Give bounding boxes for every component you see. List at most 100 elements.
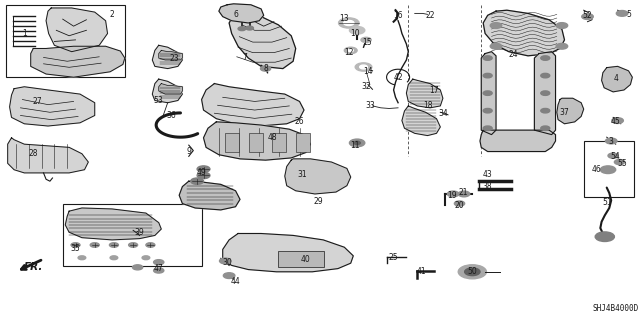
Circle shape bbox=[616, 11, 628, 16]
Text: 36: 36 bbox=[166, 111, 177, 120]
Text: 24: 24 bbox=[508, 50, 518, 59]
Polygon shape bbox=[159, 50, 182, 60]
Circle shape bbox=[78, 256, 86, 260]
Circle shape bbox=[458, 191, 470, 197]
Text: 26: 26 bbox=[294, 117, 305, 126]
Circle shape bbox=[595, 232, 614, 241]
Circle shape bbox=[197, 166, 210, 172]
Circle shape bbox=[556, 43, 568, 49]
Text: 3: 3 bbox=[609, 137, 614, 146]
Circle shape bbox=[154, 260, 164, 265]
Text: 47: 47 bbox=[154, 264, 164, 273]
Bar bbox=[6, 5, 125, 77]
Circle shape bbox=[132, 265, 143, 270]
Polygon shape bbox=[285, 159, 351, 194]
Polygon shape bbox=[229, 11, 296, 69]
Circle shape bbox=[483, 73, 492, 78]
Circle shape bbox=[483, 108, 492, 113]
Text: 37: 37 bbox=[559, 108, 570, 117]
Polygon shape bbox=[46, 8, 108, 52]
Circle shape bbox=[458, 265, 486, 279]
Circle shape bbox=[154, 268, 164, 273]
Circle shape bbox=[541, 91, 550, 95]
Polygon shape bbox=[534, 52, 556, 135]
Text: 13: 13 bbox=[339, 14, 349, 23]
Text: 49: 49 bbox=[196, 168, 207, 177]
Text: 1: 1 bbox=[22, 29, 27, 38]
Circle shape bbox=[447, 191, 459, 197]
Circle shape bbox=[490, 43, 502, 49]
Polygon shape bbox=[179, 181, 240, 210]
Polygon shape bbox=[602, 66, 632, 92]
Text: 31: 31 bbox=[297, 170, 307, 179]
Polygon shape bbox=[219, 4, 264, 23]
Polygon shape bbox=[8, 138, 88, 173]
Circle shape bbox=[142, 256, 150, 260]
Text: 6: 6 bbox=[233, 10, 238, 19]
Text: 46: 46 bbox=[591, 165, 602, 174]
Circle shape bbox=[348, 49, 353, 52]
Text: 27: 27 bbox=[32, 97, 42, 106]
Circle shape bbox=[600, 166, 616, 174]
Text: 51: 51 bbox=[602, 198, 612, 207]
Text: 17: 17 bbox=[429, 86, 439, 95]
Bar bbox=[63, 204, 202, 266]
Text: 28: 28 bbox=[29, 149, 38, 158]
Text: 8: 8 bbox=[263, 64, 268, 73]
Polygon shape bbox=[10, 87, 95, 126]
Text: 50: 50 bbox=[467, 267, 477, 276]
Polygon shape bbox=[557, 98, 584, 124]
Circle shape bbox=[339, 18, 359, 28]
Text: 29: 29 bbox=[314, 197, 324, 206]
Text: 43: 43 bbox=[483, 170, 493, 179]
Bar bbox=[249, 133, 263, 152]
Text: 38: 38 bbox=[483, 182, 493, 191]
Text: 48: 48 bbox=[267, 133, 277, 142]
Circle shape bbox=[349, 139, 365, 147]
Text: 12: 12 bbox=[344, 48, 353, 57]
Circle shape bbox=[197, 172, 210, 179]
Text: 44: 44 bbox=[230, 277, 241, 286]
Text: FR.: FR. bbox=[24, 262, 43, 272]
Circle shape bbox=[355, 63, 372, 71]
Text: 35: 35 bbox=[70, 244, 81, 253]
Circle shape bbox=[556, 23, 568, 28]
Circle shape bbox=[490, 23, 502, 28]
Polygon shape bbox=[204, 122, 310, 160]
Polygon shape bbox=[480, 130, 556, 152]
Circle shape bbox=[541, 73, 550, 78]
Circle shape bbox=[483, 91, 492, 95]
Text: 7: 7 bbox=[242, 53, 247, 62]
Circle shape bbox=[541, 126, 550, 130]
Circle shape bbox=[109, 243, 118, 247]
Text: SHJ4B4000D: SHJ4B4000D bbox=[593, 304, 639, 313]
Polygon shape bbox=[483, 10, 564, 56]
Circle shape bbox=[238, 27, 246, 31]
Polygon shape bbox=[481, 52, 496, 135]
Text: 10: 10 bbox=[350, 29, 360, 38]
Text: 20: 20 bbox=[454, 201, 465, 210]
Bar bbox=[584, 141, 634, 197]
Text: 5: 5 bbox=[626, 10, 631, 19]
Circle shape bbox=[541, 108, 550, 113]
Polygon shape bbox=[65, 208, 161, 240]
Circle shape bbox=[223, 273, 235, 278]
Circle shape bbox=[454, 201, 465, 206]
Circle shape bbox=[608, 153, 618, 158]
Circle shape bbox=[465, 268, 480, 276]
Circle shape bbox=[71, 243, 80, 247]
Text: 30: 30 bbox=[222, 258, 232, 267]
Text: 32: 32 bbox=[361, 82, 371, 91]
Circle shape bbox=[129, 243, 138, 247]
Circle shape bbox=[354, 141, 360, 145]
Text: 9: 9 bbox=[186, 147, 191, 156]
Text: 2: 2 bbox=[109, 10, 115, 19]
Bar bbox=[278, 251, 324, 267]
Circle shape bbox=[110, 256, 118, 260]
Text: 25: 25 bbox=[388, 253, 399, 262]
Circle shape bbox=[361, 37, 371, 42]
Polygon shape bbox=[406, 79, 443, 108]
Circle shape bbox=[246, 26, 253, 30]
Text: 40: 40 bbox=[301, 255, 311, 263]
Text: 18: 18 bbox=[423, 101, 432, 110]
